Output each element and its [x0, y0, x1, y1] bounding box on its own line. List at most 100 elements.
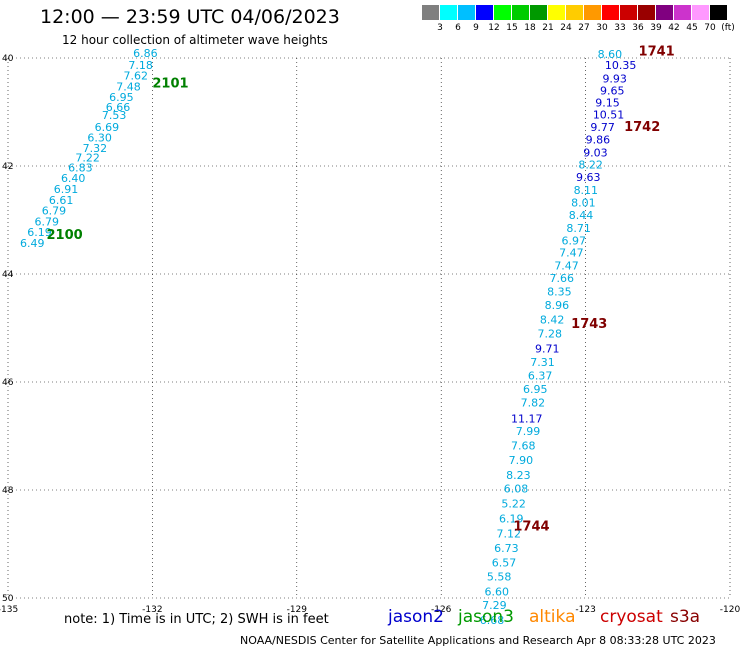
wave-height-label: 7.18: [128, 59, 153, 72]
lon-tick-label: -129: [287, 605, 308, 615]
lat-tick-label: 44: [2, 270, 14, 280]
wave-height-label: 7.22: [75, 152, 100, 165]
wave-height-label: 6.68: [480, 614, 505, 627]
wave-height-label: 10.51: [593, 108, 625, 121]
wave-height-label: 9.71: [535, 342, 560, 355]
wave-height-label: 8.60: [598, 48, 623, 61]
legend-label: 6: [455, 23, 461, 33]
lon-tick-label: -132: [142, 605, 162, 615]
units-note: note: 1) Time is in UTC; 2) SWH is in fe…: [64, 612, 329, 627]
wave-height-label: 6.66: [106, 101, 131, 114]
wave-height-label: 7.12: [497, 528, 522, 541]
legend-label: 9: [473, 23, 479, 33]
wave-height-label: 7.29: [482, 599, 507, 612]
wave-height-label: 7.66: [550, 272, 575, 285]
wave-height-label: 7.28: [537, 328, 562, 341]
legend-label: 30: [596, 23, 608, 33]
wave-height-label: 6.40: [61, 172, 86, 185]
wave-height-label: 9.86: [586, 133, 611, 146]
legend-swatch: [476, 5, 493, 20]
legend-label: 70: [704, 23, 716, 33]
wave-height-label: 9.63: [576, 171, 601, 184]
legend-label: 36: [632, 23, 644, 33]
legend-swatch: [494, 5, 511, 20]
legend-swatch: [422, 5, 439, 20]
wave-height-label: 6.57: [492, 557, 517, 570]
track-id-label: 1744: [513, 520, 549, 535]
track-id-label: 1742: [624, 120, 660, 135]
wave-height-label: 5.58: [487, 571, 512, 584]
wave-height-label: 6.60: [485, 585, 510, 598]
wave-height-label: 6.86: [133, 47, 158, 60]
lon-tick-label: -123: [575, 605, 595, 615]
legend-swatch: [512, 5, 529, 20]
lat-tick-label: 40: [2, 54, 14, 64]
lat-tick-label: 50: [2, 594, 14, 604]
wave-height-label: 8.35: [547, 286, 572, 299]
wave-height-label: 8.11: [574, 184, 599, 197]
wave-height-label: 9.77: [590, 121, 615, 134]
wave-height-label: 7.53: [102, 109, 127, 122]
legend-swatch: [548, 5, 565, 20]
legend-label: 18: [524, 23, 536, 33]
wave-height-label: 6.95: [109, 91, 134, 104]
track-id-label: 1743: [571, 317, 607, 332]
wave-height-label: 8.71: [566, 222, 591, 235]
track-id-label: 2101: [152, 77, 188, 92]
lat-tick-label: 48: [2, 486, 14, 496]
legend-swatch: [692, 5, 709, 20]
lon-tick-label: -126: [431, 605, 452, 615]
wave-height-label: 8.44: [569, 209, 594, 222]
legend-swatch: [584, 5, 601, 20]
wave-height-label: 11.17: [511, 413, 543, 426]
wave-height-label: 6.95: [523, 383, 548, 396]
legend-swatch: [458, 5, 475, 20]
legend-label: 45: [686, 23, 698, 33]
legend-label: 21: [542, 23, 554, 33]
map-subtitle: 12 hour collection of altimeter wave hei…: [62, 33, 328, 47]
legend-swatch: [440, 5, 457, 20]
wave-height-label: 9.65: [600, 85, 625, 98]
wave-height-label: 6.61: [49, 194, 73, 207]
wave-height-label: 7.68: [511, 440, 536, 453]
legend-label: 15: [506, 23, 518, 33]
wave-height-label: 6.79: [34, 215, 59, 228]
wave-height-label: 7.82: [521, 396, 546, 409]
legend-label: 12: [488, 23, 500, 33]
wave-height-label: 8.01: [571, 197, 596, 210]
wave-height-label: 7.99: [516, 425, 541, 438]
map-title: 12:00 — 23:59 UTC 04/06/2023: [40, 6, 340, 28]
wave-height-label: 6.69: [95, 121, 120, 134]
legend-label: 24: [560, 23, 572, 33]
wave-height-label: 9.03: [583, 146, 608, 159]
legend-swatch: [566, 5, 583, 20]
wave-height-label: 6.91: [54, 183, 79, 196]
legend-label: 27: [578, 23, 590, 33]
wave-height-label: 6.97: [562, 234, 587, 247]
legend-swatch: [638, 5, 655, 20]
legend-s3a: s3a: [670, 607, 701, 627]
wave-height-label: 7.47: [554, 260, 579, 273]
legend-label: 33: [614, 23, 626, 33]
wave-height-label: 10.35: [605, 59, 637, 72]
wave-height-label: 7.32: [83, 142, 108, 155]
footer-credit: NOAA/NESDIS Center for Satellite Applica…: [240, 634, 716, 647]
legend-cryosat: cryosat: [600, 607, 663, 627]
lat-tick-label: 46: [2, 378, 14, 388]
wave-height-label: 8.96: [545, 299, 570, 312]
lon-tick-label: -135: [0, 605, 18, 615]
wave-height-label: 7.48: [116, 80, 141, 93]
wave-height-label: 6.79: [42, 205, 66, 218]
legend-swatch: [530, 5, 547, 20]
legend-swatch: [602, 5, 619, 20]
wave-height-label: 8.22: [578, 159, 603, 172]
wave-height-label: 7.31: [530, 356, 555, 369]
wave-height-label: 6.73: [494, 542, 519, 555]
wave-height-label: 8.42: [540, 314, 565, 327]
wave-height-label: 6.19: [27, 226, 52, 239]
wave-height-label: 6.49: [20, 237, 45, 250]
wave-height-label: 7.62: [124, 70, 148, 83]
legend-swatch: [710, 5, 727, 20]
wave-height-label: 6.83: [68, 161, 93, 174]
